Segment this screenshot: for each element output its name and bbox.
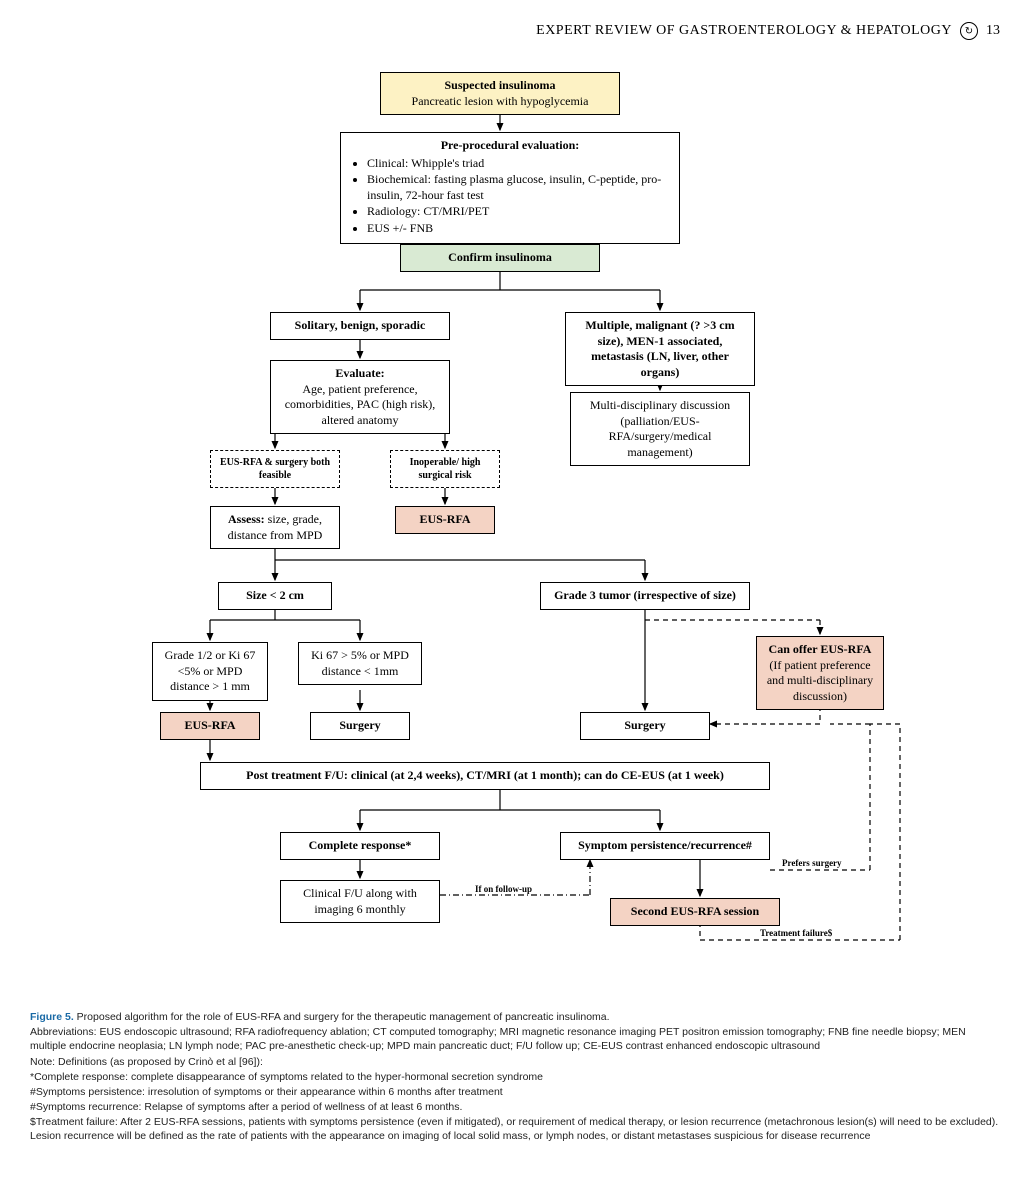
node-suspected-insulinoma: Suspected insulinoma Pancreatic lesion w… [380,72,620,115]
page-header: EXPERT REVIEW OF GASTROENTEROLOGY & HEPA… [536,22,1000,40]
node-complete-response: Complete response* [280,832,440,860]
node-title: Complete response* [289,838,431,854]
node-bullets: Clinical: Whipple's triad Biochemical: f… [349,156,671,237]
node-title: Second EUS-RFA session [619,904,771,920]
page: EXPERT REVIEW OF GASTROENTEROLOGY & HEPA… [0,0,1030,1200]
node-title: Post treatment F/U: clinical (at 2,4 wee… [209,768,761,784]
node-grade12-ki67: Grade 1/2 or Ki 67 <5% or MPD distance >… [152,642,268,701]
node-symptom-persistence: Symptom persistence/recurrence# [560,832,770,860]
node-post-treatment-fu: Post treatment F/U: clinical (at 2,4 wee… [200,762,770,790]
node-title: Size < 2 cm [227,588,323,604]
node-mdt-discussion: Multi-disciplinary discussion (palliatio… [570,392,750,466]
node-title: Pre-procedural evaluation: [349,138,671,154]
node-subtitle: Age, patient preference, comorbidities, … [279,382,441,429]
node-title: EUS-RFA & surgery both feasible [219,456,331,482]
node-inoperable: Inoperable/ high surgical risk [390,450,500,488]
node-title: Can offer EUS-RFA [765,642,875,658]
note-1: *Complete response: complete disappearan… [30,1070,1000,1084]
node-eus-rfa-2: EUS-RFA [160,712,260,740]
node-text: Multi-disciplinary discussion (palliatio… [579,398,741,460]
node-title: Surgery [319,718,401,734]
node-title: Evaluate: [279,366,441,382]
node-evaluate: Evaluate: Age, patient preference, comor… [270,360,450,434]
node-multiple-malignant: Multiple, malignant (? >3 cm size), MEN-… [565,312,755,386]
note-2: #Symptoms persistence: irresolution of s… [30,1085,1000,1099]
node-title: Inoperable/ high surgical risk [399,456,491,482]
figure-label: Figure 5. [30,1011,74,1023]
node-subtitle: (If patient preference and multi-discipl… [765,658,875,705]
node-size-lt-2cm: Size < 2 cm [218,582,332,610]
node-title: Assess: [228,512,265,526]
note-4: $Treatment failure: After 2 EUS-RFA sess… [30,1115,1000,1143]
node-confirm-insulinoma: Confirm insulinoma [400,244,600,272]
node-subtitle: Pancreatic lesion with hypoglycemia [389,94,611,110]
node-clinical-fu: Clinical F/U along with imaging 6 monthl… [280,880,440,923]
node-text: Clinical F/U along with imaging 6 monthl… [289,886,431,917]
node-preprocedural-eval: Pre-procedural evaluation: Clinical: Whi… [340,132,680,244]
edge-label-followup: If on follow-up [475,884,532,894]
node-title: Grade 3 tumor (irrespective of size) [549,588,741,604]
note-intro: Note: Definitions (as proposed by Crinò … [30,1055,1000,1069]
figure-caption: Figure 5. Proposed algorithm for the rol… [30,1010,1000,1144]
figure-text: Proposed algorithm for the role of EUS-R… [74,1011,610,1023]
page-number: 13 [986,23,1000,39]
edge-label-treatment-failure: Treatment failure$ [760,928,832,938]
node-solitary-benign: Solitary, benign, sporadic [270,312,450,340]
node-surgery-1: Surgery [310,712,410,740]
journal-title: EXPERT REVIEW OF GASTROENTEROLOGY & HEPA… [536,23,952,39]
node-text: Grade 1/2 or Ki 67 <5% or MPD distance >… [161,648,259,695]
node-ki67-gt5: Ki 67 > 5% or MPD distance < 1mm [298,642,422,685]
node-eus-rfa-1: EUS-RFA [395,506,495,534]
node-assess: Assess: size, grade, distance from MPD [210,506,340,549]
node-can-offer-eus-rfa: Can offer EUS-RFA (If patient preference… [756,636,884,710]
node-title: Surgery [589,718,701,734]
node-text: Ki 67 > 5% or MPD distance < 1mm [307,648,413,679]
node-title: Multiple, malignant (? >3 cm size), MEN-… [574,318,746,380]
node-second-eus-rfa: Second EUS-RFA session [610,898,780,926]
abbreviations: Abbreviations: EUS endoscopic ultrasound… [30,1025,1000,1053]
node-title: Symptom persistence/recurrence# [569,838,761,854]
node-title: EUS-RFA [404,512,486,528]
node-title: Suspected insulinoma [389,78,611,94]
journal-icon: ↻ [960,22,978,40]
edge-label-prefers-surgery: Prefers surgery [782,858,842,868]
node-title: Confirm insulinoma [409,250,591,266]
node-grade3: Grade 3 tumor (irrespective of size) [540,582,750,610]
node-title: Solitary, benign, sporadic [279,318,441,334]
node-both-feasible: EUS-RFA & surgery both feasible [210,450,340,488]
node-title: EUS-RFA [169,718,251,734]
node-surgery-2: Surgery [580,712,710,740]
note-3: #Symptoms recurrence: Relapse of symptom… [30,1100,1000,1114]
